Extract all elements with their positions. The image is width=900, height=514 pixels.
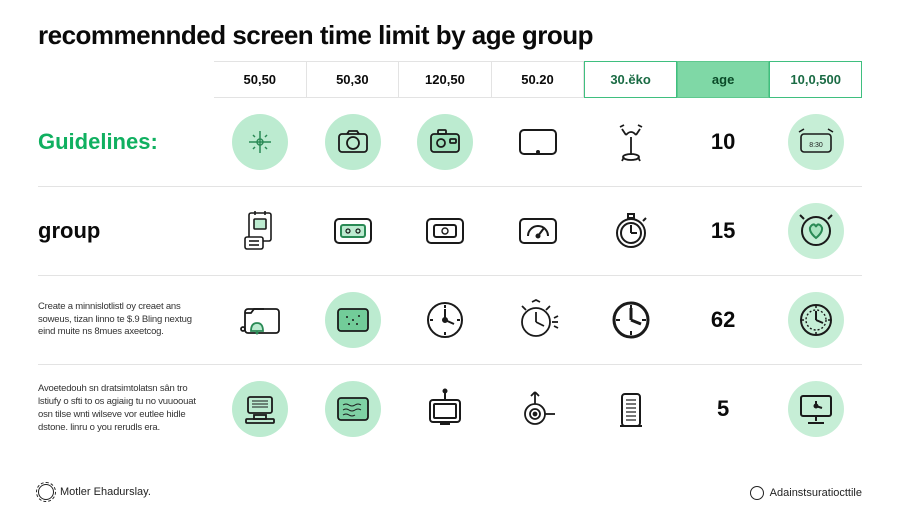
cell-icon [769,276,862,364]
folder-bell-icon [237,301,283,339]
row-label-group: group [38,210,214,252]
cell-icon [307,187,400,275]
row-label-guidelines: Guidelines: [38,121,214,163]
row-label-paragraph-1: Create a minnislotlistl oy creaet ans so… [38,293,214,347]
cell-icon [399,98,492,186]
clock-badge-icon: 8:30 [788,114,844,170]
cell-icon [492,98,585,186]
footer-left: Motler Ehadurslay. [38,484,151,500]
table-row: Guidelines: 10 8:30 [38,98,862,186]
device-small-icon [423,214,467,248]
heart-ring-icon [788,203,844,259]
header-blank [38,70,214,90]
age-value: 62 [677,276,770,364]
desktop-icon [232,381,288,437]
header-row: 50,50 50,30 120,50 50.20 30.ĕko age 10,0… [38,61,862,98]
cell-icon [492,187,585,275]
tablet-blank-icon [517,126,559,158]
header-col-2: 50,30 [307,61,400,98]
cell-icon [584,187,677,275]
trophy-icon [616,121,646,163]
cell-icon [399,276,492,364]
header-col-5: 30.ĕko [584,61,677,98]
gauge-icon [516,214,560,248]
svg-text:8:30: 8:30 [809,142,823,149]
header-col-age: age [677,61,770,98]
cell-icon [214,276,307,364]
speaker-icon [616,388,646,430]
age-value: 5 [677,365,770,453]
row-label-paragraph-2: Avoetedouh sn dratsimtolatsn sân tro lst… [38,375,214,442]
footer-right: Adainstsuratiocttile [750,486,862,500]
camera-icon [325,114,381,170]
cell-icon [399,187,492,275]
clock-icon [424,299,466,341]
cell-icon [492,276,585,364]
table-row: Avoetedouh sn dratsimtolatsn sân tro lst… [38,365,862,453]
cell-icon [214,365,307,453]
cell-icon [584,365,677,453]
header-col-7: 10,0,500 [769,61,862,98]
camera-badge-icon [417,114,473,170]
clock-spark-icon [514,298,562,342]
cell-icon: 8:30 [769,98,862,186]
ring-icon [750,486,764,500]
brand-mark-icon [38,484,54,500]
age-value: 15 [677,187,770,275]
stopwatch-icon [611,211,651,251]
footer-right-text: Adainstsuratiocttile [770,487,862,499]
screen-fuzz-icon [325,381,381,437]
doc-device-icon [241,209,279,253]
header-col-1: 50,50 [214,61,307,98]
cell-icon [769,187,862,275]
cell-icon [492,365,585,453]
header-col-4: 50.20 [492,61,585,98]
cell-icon [214,187,307,275]
age-value: 10 [677,98,770,186]
cell-icon [399,365,492,453]
sparkle-icon [232,114,288,170]
screen-dots-icon [325,292,381,348]
device-small-icon [331,214,375,248]
monitor-antenna-icon [424,388,466,430]
table-row: group 15 [38,187,862,275]
clock-thick-icon [609,298,653,342]
table-row: Create a minnislotlistl oy creaet ans so… [38,276,862,364]
cell-icon [584,276,677,364]
cell-icon [307,98,400,186]
cell-icon [214,98,307,186]
cell-icon [307,276,400,364]
clock-dotted-icon [788,292,844,348]
page-title: recommennded screen time limit by age gr… [38,20,862,51]
cell-icon [584,98,677,186]
cell-icon [307,365,400,453]
monitor-stand-icon [788,381,844,437]
header-col-3: 120,50 [399,61,492,98]
footer-left-text: Motler Ehadurslay. [60,486,151,498]
cell-icon [769,365,862,453]
target-icon [517,388,559,430]
